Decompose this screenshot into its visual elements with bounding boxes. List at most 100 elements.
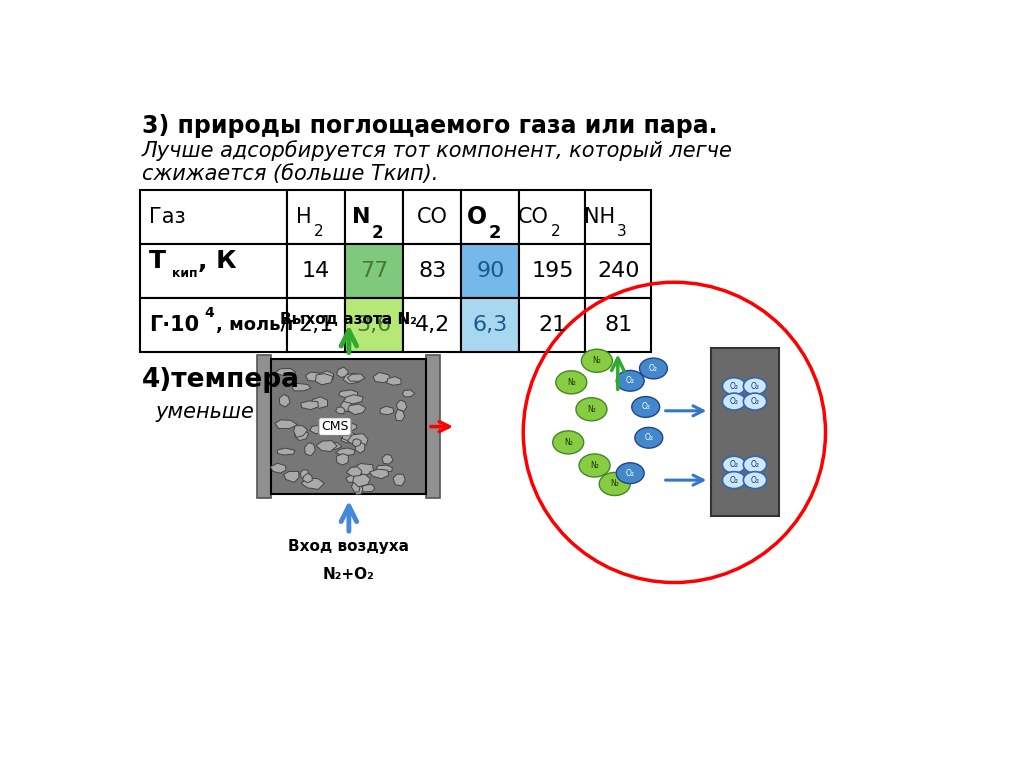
- Bar: [287, 298, 345, 351]
- Polygon shape: [275, 368, 296, 376]
- Polygon shape: [346, 466, 361, 476]
- Text: 2: 2: [313, 225, 324, 239]
- Text: Г·10: Г·10: [148, 314, 199, 334]
- Text: N₂+O₂: N₂+O₂: [323, 567, 375, 582]
- Text: 3) природы поглощаемого газа или пара.: 3) природы поглощаемого газа или пара.: [142, 114, 718, 138]
- Ellipse shape: [743, 456, 767, 473]
- Ellipse shape: [582, 349, 612, 372]
- Polygon shape: [395, 409, 404, 421]
- Polygon shape: [352, 439, 361, 447]
- Text: 195: 195: [531, 261, 573, 281]
- Text: 77: 77: [360, 261, 388, 281]
- Polygon shape: [316, 440, 337, 452]
- Text: O₂: O₂: [751, 476, 760, 485]
- Ellipse shape: [743, 393, 767, 410]
- Text: 4)темпера: 4)темпера: [142, 367, 300, 393]
- Polygon shape: [294, 426, 307, 437]
- Polygon shape: [295, 430, 308, 440]
- Polygon shape: [270, 463, 287, 473]
- Polygon shape: [347, 374, 365, 381]
- Ellipse shape: [743, 472, 767, 489]
- Bar: [287, 189, 345, 244]
- Text: H: H: [296, 207, 312, 227]
- Polygon shape: [280, 394, 290, 407]
- Text: N₂: N₂: [564, 438, 572, 447]
- Text: 14: 14: [302, 261, 330, 281]
- Bar: [139, 244, 287, 298]
- Text: Выход азота N₂: Выход азота N₂: [281, 311, 418, 327]
- Text: 240: 240: [597, 261, 639, 281]
- Text: CO: CO: [417, 207, 447, 227]
- Text: O₂: O₂: [729, 476, 738, 485]
- Polygon shape: [370, 469, 389, 479]
- Text: кип: кип: [172, 267, 198, 280]
- Bar: [519, 189, 586, 244]
- Polygon shape: [360, 485, 375, 492]
- Polygon shape: [305, 372, 322, 381]
- Text: 81: 81: [604, 314, 632, 334]
- Ellipse shape: [722, 393, 745, 410]
- Polygon shape: [301, 478, 325, 489]
- Polygon shape: [353, 484, 362, 495]
- Bar: [586, 189, 651, 244]
- Polygon shape: [376, 465, 392, 472]
- Ellipse shape: [599, 472, 630, 495]
- Polygon shape: [284, 472, 299, 482]
- Text: 83: 83: [418, 261, 446, 281]
- Text: O₂: O₂: [626, 377, 635, 385]
- Bar: [461, 244, 519, 298]
- Text: O₂: O₂: [644, 433, 653, 443]
- Text: N: N: [351, 207, 371, 227]
- Text: Лучше адсорбируется тот компонент, который легче: Лучше адсорбируется тот компонент, котор…: [142, 140, 733, 160]
- Ellipse shape: [722, 456, 745, 473]
- Polygon shape: [310, 425, 330, 434]
- Polygon shape: [336, 448, 354, 456]
- Bar: [519, 298, 586, 351]
- Ellipse shape: [616, 370, 644, 391]
- Ellipse shape: [635, 427, 663, 448]
- Polygon shape: [340, 401, 352, 412]
- Text: O₂: O₂: [729, 382, 738, 390]
- Text: O₂: O₂: [729, 397, 738, 406]
- Polygon shape: [342, 433, 359, 441]
- Polygon shape: [351, 482, 360, 492]
- Bar: [426, 355, 440, 498]
- Polygon shape: [339, 390, 358, 399]
- Text: 90: 90: [476, 261, 505, 281]
- Bar: [461, 189, 519, 244]
- Polygon shape: [315, 374, 333, 385]
- Text: O₂: O₂: [641, 403, 650, 411]
- Bar: [345, 244, 403, 298]
- Text: уменьше: уменьше: [155, 402, 254, 422]
- Polygon shape: [373, 373, 391, 383]
- Polygon shape: [300, 469, 308, 479]
- Ellipse shape: [579, 454, 610, 477]
- Bar: [403, 298, 461, 351]
- Ellipse shape: [722, 472, 745, 489]
- Text: 2: 2: [488, 225, 502, 242]
- Ellipse shape: [722, 377, 745, 395]
- Polygon shape: [380, 407, 394, 415]
- Polygon shape: [347, 433, 368, 446]
- Polygon shape: [292, 384, 311, 391]
- Ellipse shape: [632, 397, 659, 417]
- Bar: [519, 244, 586, 298]
- Polygon shape: [304, 443, 315, 456]
- Polygon shape: [336, 453, 348, 465]
- Polygon shape: [341, 434, 352, 443]
- Ellipse shape: [616, 463, 644, 483]
- Text: NH: NH: [584, 207, 615, 227]
- Text: , моль/г: , моль/г: [216, 315, 297, 334]
- Text: N₂: N₂: [593, 356, 601, 365]
- Text: Вход воздуха: Вход воздуха: [289, 538, 410, 554]
- Ellipse shape: [556, 370, 587, 394]
- Text: 2: 2: [372, 225, 383, 242]
- Bar: [461, 298, 519, 351]
- Polygon shape: [336, 367, 348, 377]
- Ellipse shape: [743, 377, 767, 395]
- Polygon shape: [352, 474, 371, 487]
- Polygon shape: [346, 475, 359, 482]
- Text: O₂: O₂: [729, 460, 738, 469]
- Text: O₂: O₂: [751, 460, 760, 469]
- Polygon shape: [354, 463, 374, 475]
